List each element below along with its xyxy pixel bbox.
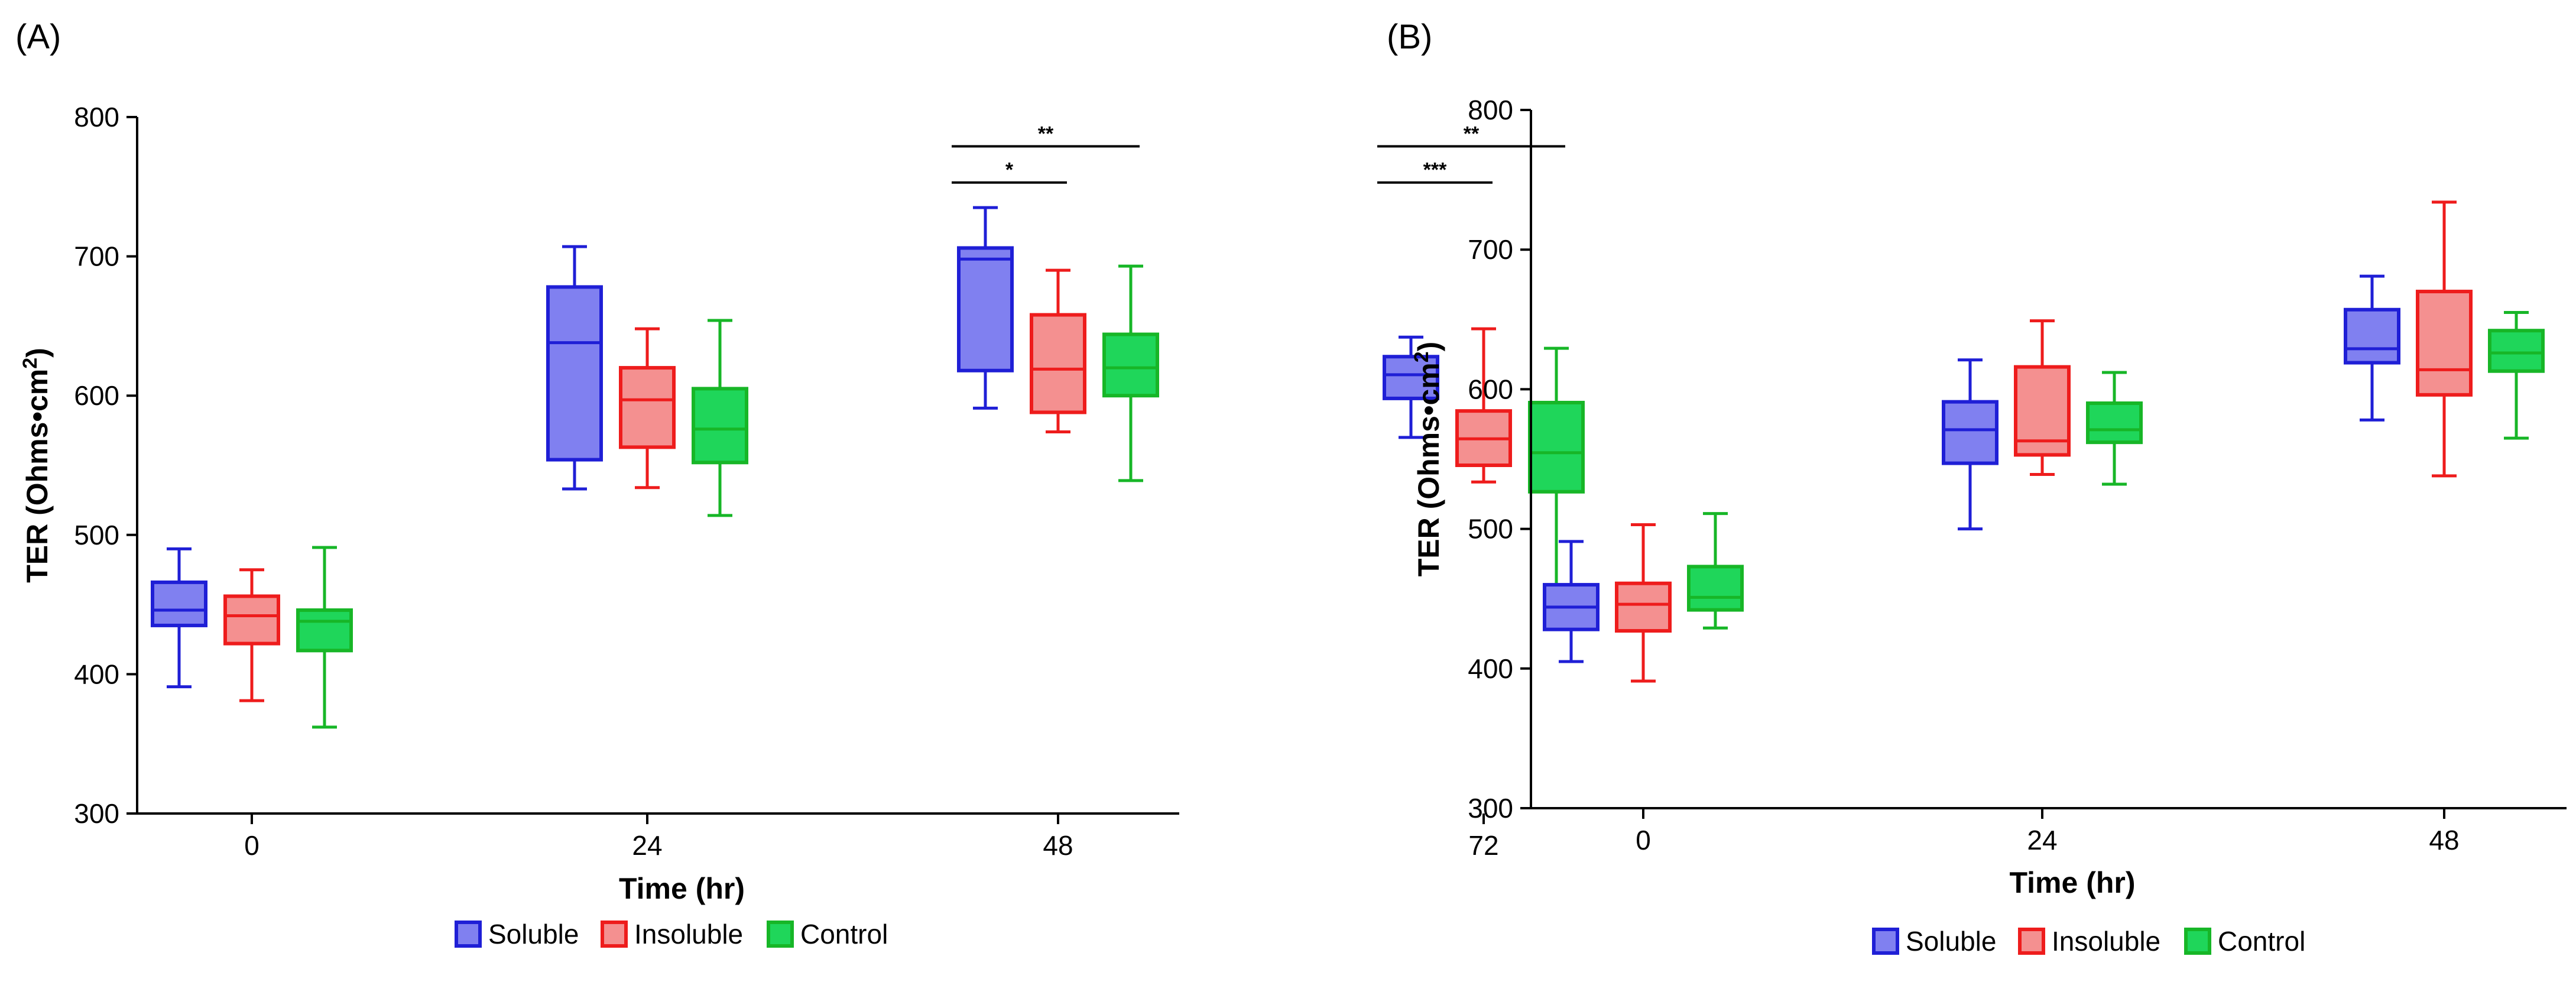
box-soluble-48 (957, 206, 1014, 410)
x-tick-label: 24 (632, 830, 662, 861)
box-body (1528, 400, 1585, 494)
legend-label: Soluble (488, 919, 579, 949)
box-control-48 (1102, 264, 1159, 482)
y-tick-label: 700 (1468, 234, 1513, 265)
box-soluble-0 (1543, 540, 1600, 663)
box-body (2416, 290, 2473, 397)
legend-swatch (767, 921, 794, 948)
x-axis-label: Time (hr) (619, 872, 745, 905)
box-insoluble-48 (2416, 200, 2473, 478)
box-body (2488, 329, 2545, 373)
legend-item-soluble: Soluble (1872, 926, 1996, 957)
box-body (957, 246, 1014, 372)
legend-label: Soluble (1906, 926, 1996, 957)
box-body (2086, 401, 2143, 445)
y-axis-label: TER (Ohms•cm2) (19, 348, 54, 583)
box-control-48 (2488, 310, 2545, 440)
box-body (1102, 332, 1159, 398)
legend: Soluble Insoluble Control (455, 919, 888, 949)
box-body (1687, 565, 1744, 612)
box-control-0 (296, 546, 353, 729)
box-body (1383, 355, 1439, 400)
box-body (223, 594, 280, 646)
significance-label: ** (1038, 122, 1054, 145)
legend-swatch (1872, 928, 1899, 955)
legend-label: Insoluble (2052, 926, 2160, 957)
significance-label: *** (1423, 159, 1447, 182)
x-tick-label: 0 (1636, 825, 1651, 855)
legend-label: Insoluble (634, 919, 743, 949)
x-axis-label: Time (hr) (2010, 866, 2136, 899)
box-soluble-0 (151, 547, 207, 689)
box-insoluble-0 (223, 568, 280, 702)
legend-item-control: Control (2184, 926, 2305, 957)
x-tick-label: 24 (2027, 825, 2057, 855)
y-tick-label: 300 (74, 798, 119, 829)
box-control-24 (2086, 371, 2143, 486)
legend-item-insoluble: Insoluble (601, 919, 743, 949)
significance-label: * (1005, 159, 1014, 182)
box-control-72 (1528, 346, 1585, 597)
box-insoluble-24 (619, 327, 676, 490)
box-body (1942, 400, 1998, 465)
x-tick-label: 48 (1043, 830, 1073, 861)
box-insoluble-24 (2014, 319, 2071, 476)
y-tick-label: 600 (1468, 374, 1513, 404)
y-tick-label: 700 (74, 241, 119, 272)
legend-item-insoluble: Insoluble (2018, 926, 2160, 957)
significance-label: ** (1464, 122, 1480, 145)
significance-bracket: * (952, 159, 1067, 184)
significance-bracket: ** (952, 122, 1140, 148)
legend-item-soluble: Soluble (455, 919, 579, 949)
box-soluble-24 (1942, 358, 1998, 531)
box-insoluble-48 (1030, 268, 1086, 433)
box-insoluble-0 (1615, 523, 1672, 683)
box-body (151, 580, 207, 627)
box-body (1615, 581, 1672, 633)
chart-panel-a: (A) 300 400 500 600 700 800 0 24 48 72 Time (hr) TER… (15, 18, 1585, 949)
legend-item-control: Control (767, 919, 888, 949)
legend-label: Control (2218, 926, 2305, 957)
x-tick-label: 72 (1468, 830, 1498, 861)
panel-label: (A) (15, 18, 61, 56)
significance-bracket: *** (1377, 159, 1493, 184)
box-insoluble-72 (1455, 327, 1512, 484)
y-tick-label: 300 (1468, 793, 1513, 824)
box-body (296, 608, 353, 653)
legend-swatch (455, 921, 482, 948)
y-tick-label: 500 (1468, 514, 1513, 545)
panel-label: (B) (1387, 18, 1432, 56)
legend-swatch (2184, 928, 2211, 955)
significance-bracket: ** (1377, 122, 1565, 148)
box-body (2344, 307, 2400, 365)
legend-swatch (601, 921, 628, 948)
x-tick-label: 48 (2429, 825, 2459, 855)
y-tick-label: 400 (74, 659, 119, 689)
box-soluble-48 (2344, 274, 2400, 422)
y-tick-label: 600 (74, 380, 119, 411)
y-tick-label: 400 (1468, 653, 1513, 684)
legend-label: Control (800, 919, 888, 949)
legend: Soluble Insoluble Control (1872, 926, 2305, 957)
box-soluble-24 (546, 245, 603, 491)
box-body (1030, 313, 1086, 414)
box-body (619, 366, 676, 449)
y-tick-label: 800 (1468, 95, 1513, 125)
chart-panel-b: (B) 300 400 500 600 700 800 0 24 48 72 Time (hr) TER… (1387, 18, 2567, 957)
box-soluble-72 (1383, 335, 1439, 439)
y-tick-label: 500 (74, 520, 119, 550)
y-tick-label: 800 (74, 102, 119, 132)
legend-swatch (2018, 928, 2045, 955)
box-body (692, 387, 748, 465)
box-control-24 (692, 319, 748, 517)
box-body (546, 285, 603, 462)
y-axis-label: TER (Ohms•cm2) (1410, 342, 1445, 577)
x-tick-label: 0 (244, 830, 259, 861)
box-control-0 (1687, 512, 1744, 630)
